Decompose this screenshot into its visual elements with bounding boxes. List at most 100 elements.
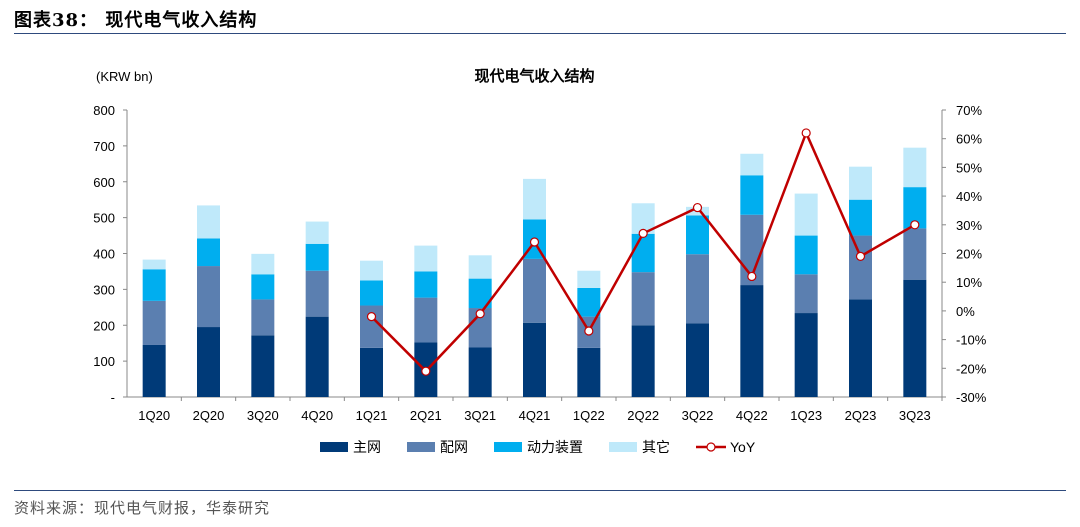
bar-segment	[468, 308, 492, 348]
yoy-point	[421, 366, 431, 376]
bar-segment	[468, 255, 492, 279]
bar-segment	[142, 300, 166, 345]
bar-segment	[794, 193, 818, 236]
bar-segment	[197, 327, 220, 397]
x-tick-label: 1Q22	[573, 408, 605, 423]
bar-segment	[794, 235, 818, 275]
bar-segment	[251, 299, 275, 336]
bar-segment	[794, 313, 818, 397]
yoy-point	[855, 251, 866, 261]
yoy-point	[910, 220, 920, 230]
bar-segment	[849, 199, 872, 236]
x-tick-label: 2Q22	[627, 408, 659, 423]
bar-segment	[360, 280, 383, 306]
figure-title: 图表38： 现代电气收入结构	[14, 10, 258, 31]
legend-swatch	[494, 442, 522, 452]
right-tick-label: 30%	[956, 218, 982, 233]
left-tick-label: 400	[93, 247, 115, 262]
bar-segment	[305, 270, 329, 317]
left-tick-label: 300	[93, 282, 115, 297]
x-tick-label: 2Q23	[845, 408, 877, 423]
bar-segment	[251, 253, 275, 275]
right-tick-label: 40%	[956, 189, 982, 204]
yoy-point	[529, 237, 540, 247]
left-tick-label: 200	[93, 318, 115, 333]
bar-segment	[360, 260, 383, 281]
legend-label: 其它	[642, 439, 670, 455]
x-tick-label: 1Q21	[356, 408, 388, 423]
top-divider	[14, 33, 1066, 34]
left-tick-label: 800	[93, 103, 115, 118]
bar-segment	[740, 285, 764, 397]
bar-segment	[849, 299, 872, 397]
bar-segment	[360, 305, 383, 348]
bar-segment	[305, 316, 329, 397]
left-tick-label: 600	[93, 175, 115, 190]
bar-segment	[903, 279, 927, 397]
bar-segment	[142, 269, 166, 301]
bar-segment	[468, 347, 492, 397]
x-tick-label: 2Q20	[193, 408, 225, 423]
right-tick-label: -10%	[956, 333, 987, 348]
bar-segment	[849, 166, 872, 200]
bar-segment	[142, 259, 166, 270]
source-note: 资料来源：现代电气财报，华泰研究	[14, 499, 271, 517]
bar-segment	[577, 347, 601, 397]
yoy-point	[692, 202, 703, 213]
bar-segment	[251, 274, 275, 300]
x-tick-label: 3Q23	[899, 408, 931, 423]
bar-segment	[414, 271, 438, 298]
bar-segment	[740, 175, 764, 215]
right-tick-label: 50%	[956, 160, 982, 175]
bar-segment	[794, 274, 818, 314]
bar-segment	[631, 325, 655, 397]
right-tick-label: 0%	[956, 304, 975, 319]
x-tick-label: 4Q20	[301, 408, 333, 423]
yoy-point	[584, 326, 594, 336]
left-tick-label: 700	[93, 139, 115, 154]
bar-segment	[631, 272, 655, 326]
yoy-point	[747, 271, 757, 282]
bar-segment	[577, 270, 601, 288]
chart-title: 现代电气收入结构	[474, 67, 594, 85]
right-tick-label: 20%	[956, 247, 982, 262]
bar-segment	[740, 153, 764, 176]
legend-swatch	[407, 442, 435, 452]
bar-segment	[686, 254, 709, 324]
bar-segment	[305, 221, 329, 244]
bar-segment	[631, 233, 655, 273]
right-tick-label: 60%	[956, 132, 982, 147]
bar-segment	[305, 243, 329, 271]
bar-segment	[414, 297, 438, 343]
bar-segment	[577, 287, 601, 317]
yoy-point	[475, 309, 485, 319]
bar-segment	[903, 147, 927, 188]
x-tick-label: 3Q22	[682, 408, 714, 423]
bar-segment	[523, 322, 546, 397]
right-tick-label: -30%	[956, 390, 987, 405]
bar-segment	[523, 258, 546, 323]
bar-segment	[142, 344, 166, 397]
x-tick-label: 4Q21	[519, 408, 551, 423]
bar-segment	[903, 187, 927, 229]
right-tick-label: -20%	[956, 361, 987, 376]
bottom-divider	[14, 490, 1066, 491]
left-tick-label: 500	[93, 211, 115, 226]
left-tick-label: 100	[93, 354, 115, 369]
right-tick-label: 10%	[956, 275, 982, 290]
bar-segment	[686, 323, 709, 397]
bar-segment	[686, 215, 709, 255]
legend-yoy-marker	[706, 442, 716, 452]
x-tick-label: 1Q23	[790, 408, 822, 423]
x-tick-label: 1Q20	[138, 408, 170, 423]
bar-segment	[523, 178, 546, 220]
legend-label: YoY	[730, 439, 756, 455]
x-tick-label: 3Q21	[464, 408, 496, 423]
bar-segment	[468, 278, 492, 309]
bar-segment	[197, 266, 220, 328]
x-tick-label: 3Q20	[247, 408, 279, 423]
y-axis-unit-label: (KRW bn)	[96, 69, 153, 84]
bar-segment	[849, 235, 872, 300]
bar-segment	[414, 245, 438, 272]
